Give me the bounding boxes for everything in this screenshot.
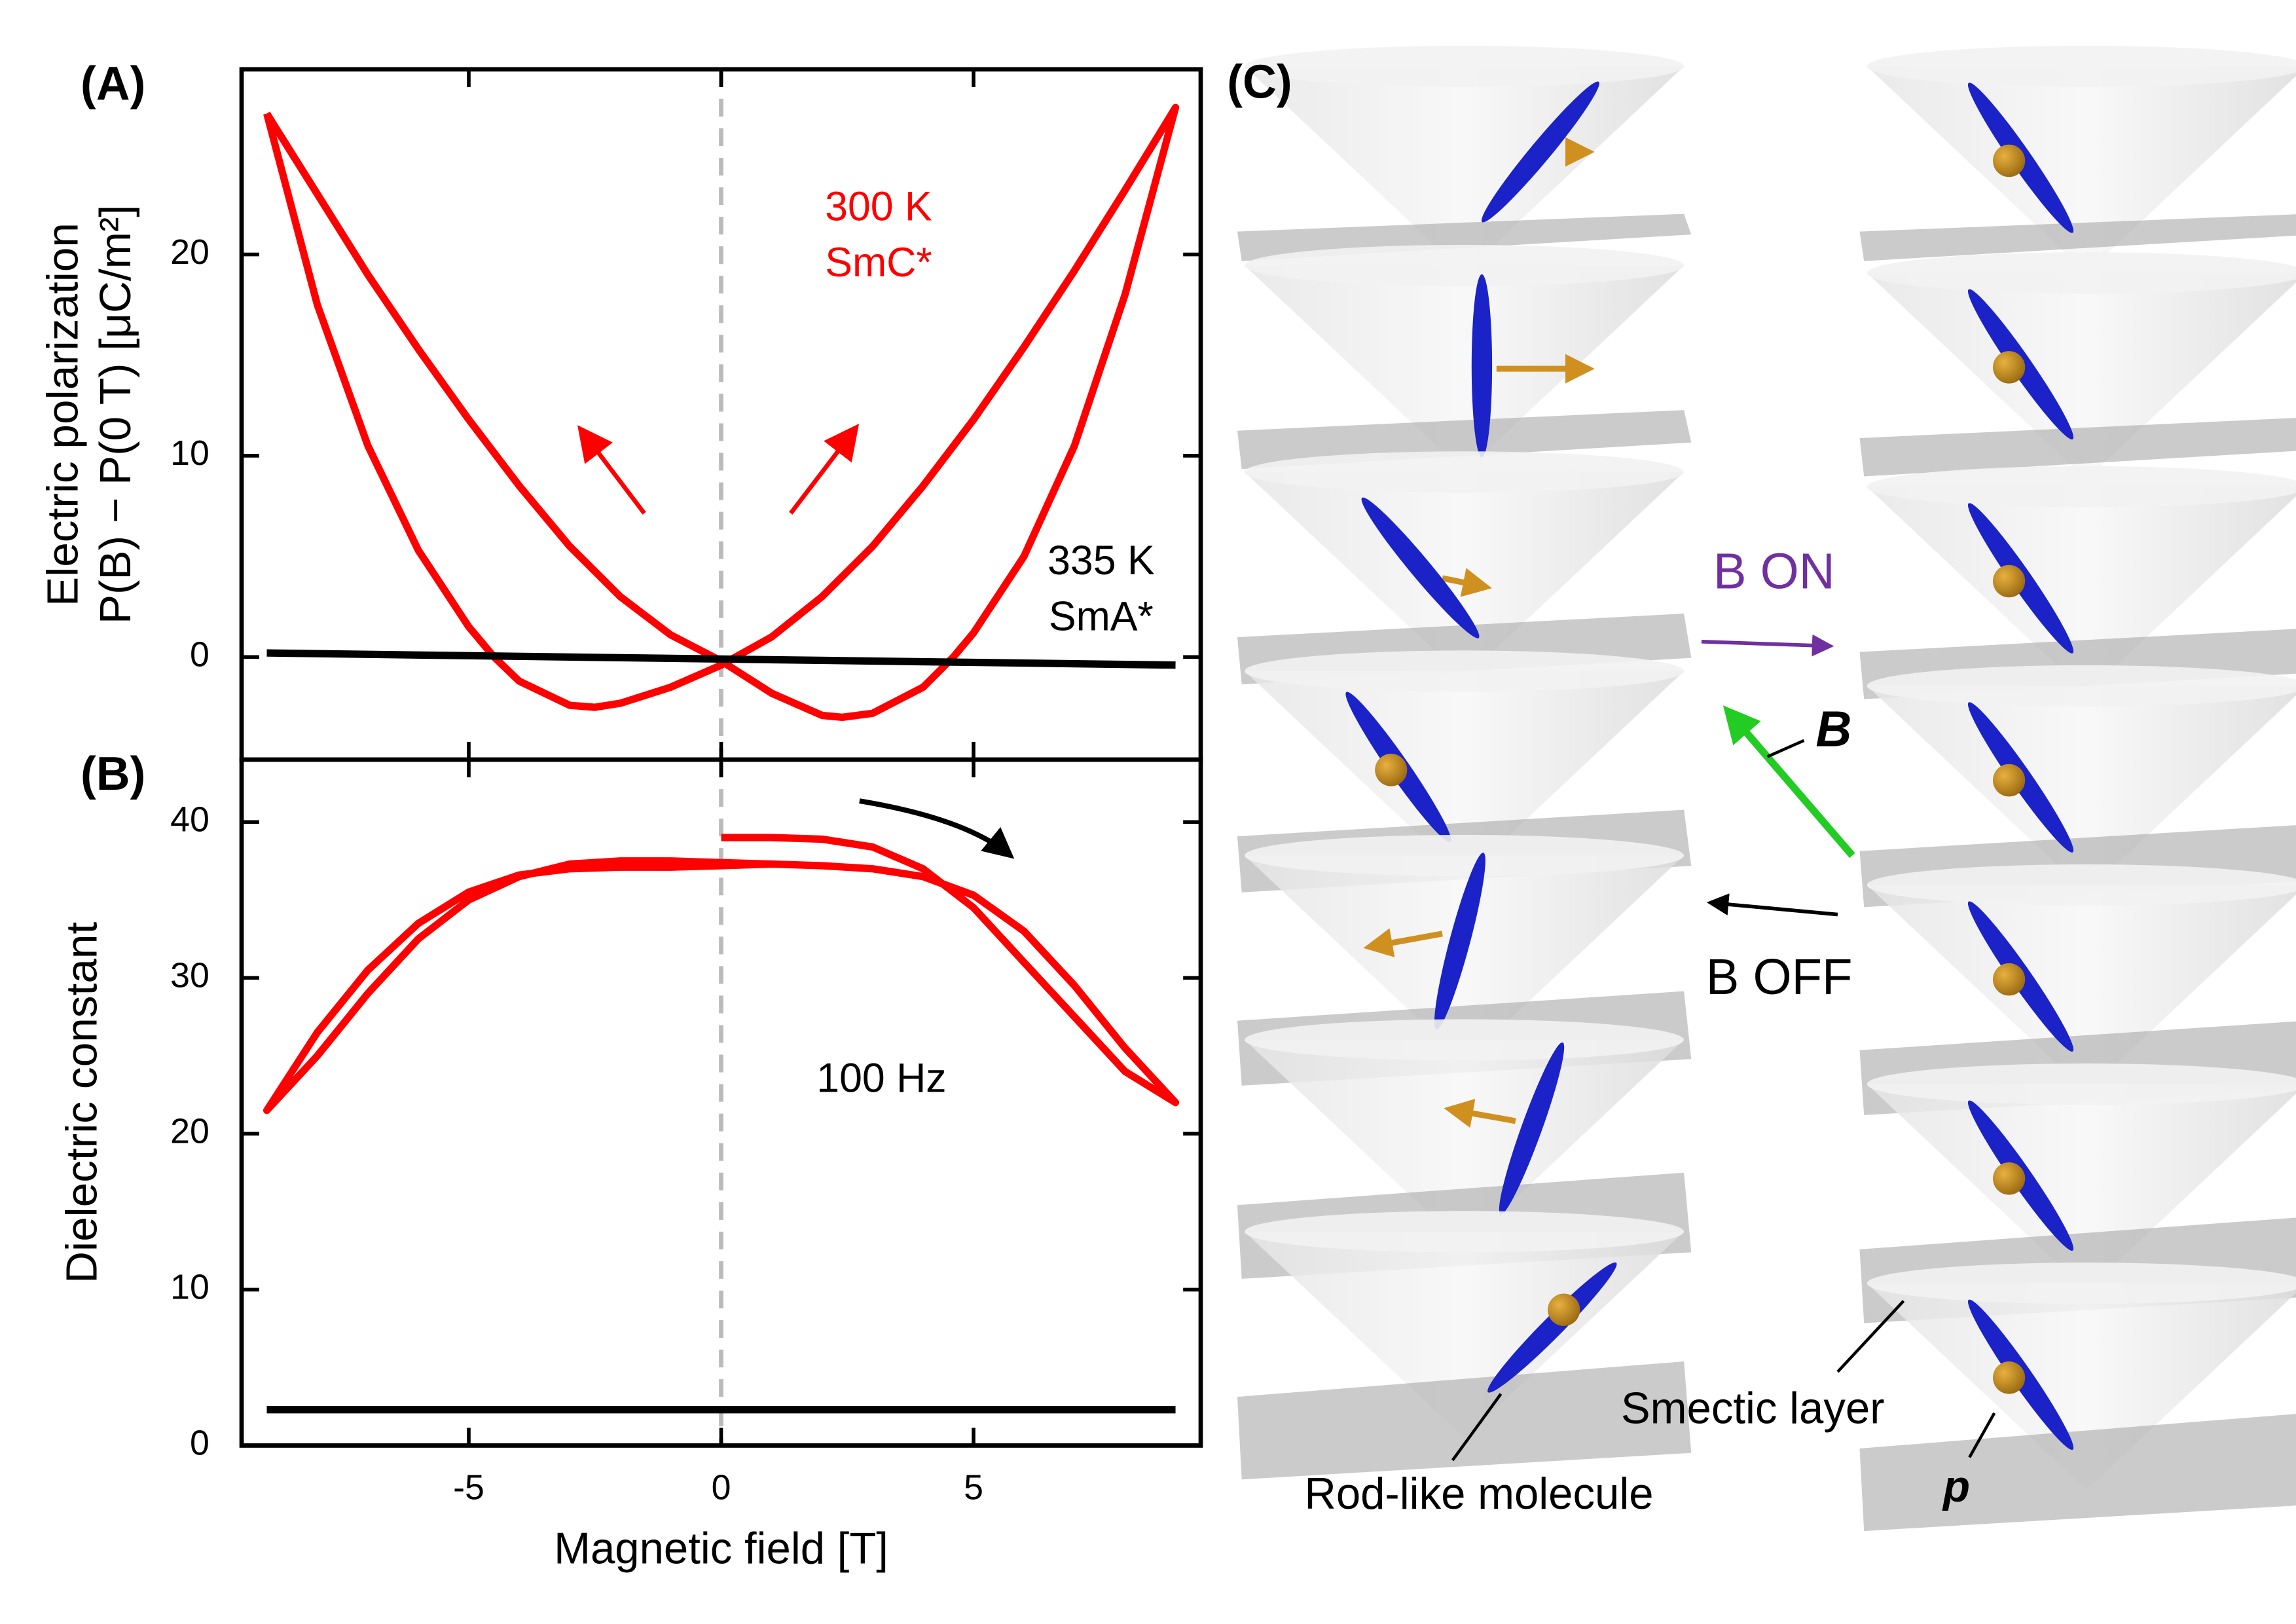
cone <box>1867 272 2296 480</box>
b-off-arrow <box>1706 893 1838 917</box>
y-tick-label: 20 <box>170 1111 210 1151</box>
dipole <box>1993 564 2026 598</box>
cone <box>1867 1283 2296 1490</box>
molecule <box>1434 853 1485 1030</box>
cone <box>1867 885 2296 1092</box>
cone-top <box>1245 451 1685 493</box>
b-on-label: B ON <box>1713 544 1835 599</box>
y-axis-label: Dielectric constant <box>58 921 107 1283</box>
panel-label: (C) <box>1227 56 1292 108</box>
y-axis-label: Electric polarization <box>39 223 88 606</box>
cone-top <box>1245 244 1685 286</box>
cone-top <box>1867 864 2296 906</box>
annotation: 300 K <box>825 183 932 229</box>
cone <box>1245 1231 1685 1439</box>
dipole <box>1993 351 2026 384</box>
x-axis-label: Magnetic field [T] <box>554 1524 888 1573</box>
cone-top <box>1867 1263 2296 1304</box>
sweep-arrow <box>789 424 860 515</box>
y-tick-label: 40 <box>170 800 210 839</box>
y-tick-label: 0 <box>190 635 210 674</box>
dipole-arrow <box>1363 928 1443 957</box>
smectic-layer <box>1859 214 2296 261</box>
dipole-arrow <box>1444 1099 1516 1128</box>
cone <box>1245 1040 1685 1247</box>
dipole <box>1993 963 2026 996</box>
dipole <box>1993 1361 2026 1394</box>
dipole <box>1375 754 1408 786</box>
y-axis-label: P(B) − P(0 T) [μC/m²] <box>91 205 140 624</box>
sweep-arrow <box>859 798 1015 859</box>
rod-label: Rod-like molecule <box>1304 1469 1653 1519</box>
plot-frame <box>239 757 1203 1448</box>
cone-top <box>1245 45 1685 87</box>
y-tick-label: 20 <box>170 232 210 272</box>
cone-top <box>1867 1063 2296 1105</box>
leader-line <box>1451 1393 1503 1462</box>
molecule <box>1481 81 1599 223</box>
data-line <box>266 649 1176 669</box>
x-tick-label: -5 <box>453 1467 484 1507</box>
dipole <box>1548 1293 1580 1326</box>
y-tick-label: 10 <box>170 434 210 473</box>
molecule <box>1487 1262 1617 1393</box>
annotation: SmA* <box>1049 594 1154 640</box>
y-tick-label: 10 <box>170 1268 210 1307</box>
cone <box>1245 265 1685 472</box>
x-tick-label: 5 <box>964 1467 983 1507</box>
dipole <box>1993 144 2026 177</box>
cone-top <box>1867 45 2296 87</box>
cone-top <box>1245 1211 1685 1253</box>
cone-top <box>1867 466 2296 507</box>
annotation: SmC* <box>825 240 932 286</box>
smectic-layer <box>1859 1414 2296 1532</box>
cone <box>1245 671 1685 878</box>
leader-line <box>1836 1300 1905 1373</box>
cone <box>1867 686 2296 893</box>
panel-label: (B) <box>81 748 145 800</box>
data-line <box>263 103 1180 722</box>
data-line <box>263 834 1180 1115</box>
dipole <box>1993 1162 2026 1195</box>
molecule <box>1471 274 1493 458</box>
leader-line <box>1766 739 1805 758</box>
cone-top <box>1867 665 2296 707</box>
cone <box>1867 1084 2296 1291</box>
cone <box>1867 66 2296 273</box>
smectic-layer <box>1237 410 1692 470</box>
dipole <box>1993 764 2026 797</box>
cone <box>1867 487 2296 693</box>
dipole-arrow <box>1442 568 1492 597</box>
annotation: 335 K <box>1048 538 1155 583</box>
molecule <box>1361 497 1480 638</box>
cone-top <box>1245 650 1685 692</box>
b-off-label: B OFF <box>1706 950 1853 1005</box>
b-on-arrow <box>1701 634 1834 657</box>
sweep-arrow <box>577 425 646 515</box>
p-label: p <box>1942 1462 1970 1511</box>
x-tick-label: 0 <box>712 1467 731 1507</box>
b-field-arrow <box>1722 705 1855 858</box>
annotation: 100 Hz <box>816 1056 946 1101</box>
b-label: B <box>1815 701 1851 757</box>
smectic-layer <box>1237 1361 1692 1480</box>
panel-label: (A) <box>81 58 145 110</box>
cone-top <box>1245 1019 1685 1061</box>
smectic-layer <box>1859 418 2296 477</box>
cone-top <box>1245 834 1685 876</box>
y-tick-label: 30 <box>170 955 210 995</box>
molecule <box>1499 1042 1565 1215</box>
leader-line <box>1968 1412 1996 1458</box>
diagram <box>1237 45 2296 1532</box>
layer-label: Smectic layer <box>1621 1384 1885 1433</box>
y-tick-label: 0 <box>190 1424 210 1463</box>
cone-top <box>1867 252 2296 294</box>
